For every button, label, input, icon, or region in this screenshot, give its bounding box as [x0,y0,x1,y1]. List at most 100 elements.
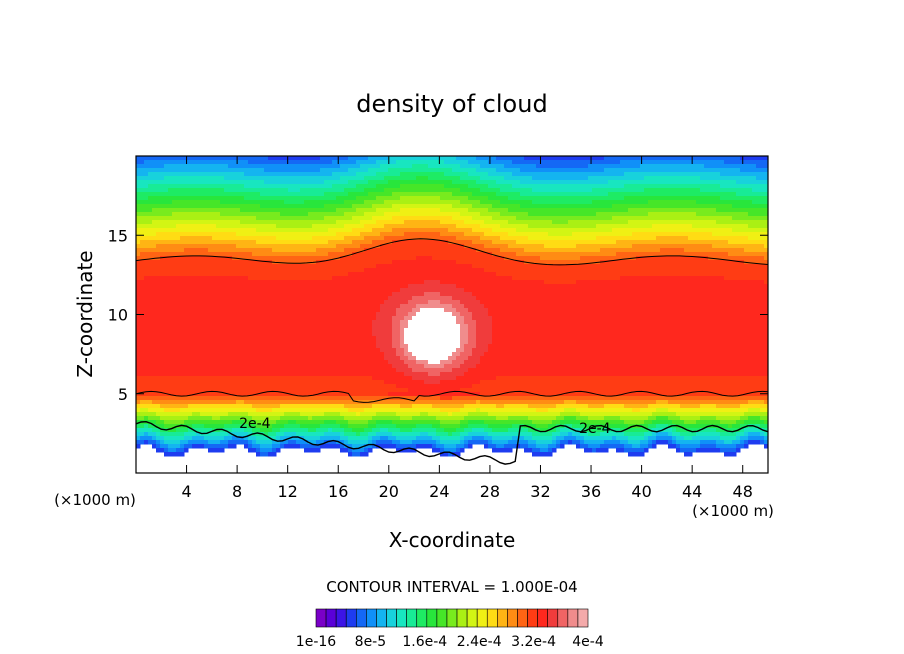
field-cell [336,260,341,265]
field-cell [408,256,413,261]
field-cell [344,268,349,273]
field-cell [308,176,313,181]
field-cell [248,204,253,209]
field-cell [332,156,337,161]
field-cell [244,240,249,245]
field-cell [564,172,569,177]
field-cell [360,260,365,265]
field-cell [136,200,141,205]
field-cell [612,248,617,253]
field-cell [484,196,489,201]
field-cell [372,264,377,269]
field-cell [164,188,169,193]
field-cell [568,196,573,201]
field-cell [424,188,429,193]
field-cell [220,160,225,165]
field-cell [332,220,337,225]
field-cell [612,172,617,177]
field-cell [292,240,297,245]
field-cell [500,256,505,261]
field-cell [376,184,381,189]
field-cell [256,176,261,181]
field-cell [336,212,341,217]
field-cell [248,224,253,229]
field-cell [700,264,705,269]
field-cell [536,220,541,225]
field-cell [160,272,165,277]
field-cell [220,184,225,189]
field-cell [664,188,669,193]
field-cell [260,260,265,265]
field-cell [676,260,681,265]
field-cell [456,272,461,277]
field-cell [532,236,537,241]
field-cell [548,160,553,165]
field-cell [460,224,465,229]
field-cell [288,176,293,181]
field-cell [344,216,349,221]
field-cell [620,276,625,281]
field-cell [276,184,281,189]
field-cell [436,208,441,213]
field-cell [332,160,337,165]
field-cell [612,224,617,229]
field-cell [336,220,341,225]
field-cell [284,180,289,185]
field-cell [400,264,405,269]
field-cell [316,196,321,201]
field-cell [536,232,541,237]
field-cell [680,204,685,209]
field-cell [736,196,741,201]
field-cell [376,176,381,181]
field-cell [348,160,353,165]
field-cell [600,248,605,253]
field-cell [708,212,713,217]
field-cell [396,212,401,217]
field-cell [720,176,725,181]
field-cell [724,204,729,209]
field-cell [660,228,665,233]
field-cell [716,244,721,249]
field-cell [156,172,161,177]
field-cell [616,252,621,257]
field-cell [564,200,569,205]
field-cell [696,188,701,193]
field-cell [204,232,209,237]
field-cell [724,216,729,221]
field-cell [576,228,581,233]
field-cell [540,232,545,237]
field-cell [556,164,561,169]
field-cell [348,188,353,193]
field-cell [144,268,149,273]
field-cell [684,168,689,173]
field-cell [340,276,345,281]
field-cell [708,224,713,229]
field-cell [528,248,533,253]
field-cell [356,168,361,173]
field-cell [348,276,353,281]
field-cell [216,164,221,169]
field-cell [180,172,185,177]
field-cell [228,228,233,233]
field-cell [716,232,721,237]
field-cell [440,280,445,285]
field-cell [172,164,177,169]
field-cell [428,272,433,277]
field-cell [748,192,753,197]
field-cell [520,220,525,225]
field-cell [764,216,768,221]
field-cell [464,280,469,285]
field-cell [296,248,301,253]
field-cell [160,260,165,265]
field-cell [168,188,173,193]
field-cell [556,264,561,269]
field-cell [568,216,573,221]
field-cell [416,164,421,169]
field-cell [408,268,413,273]
field-cell [696,264,701,269]
field-cell [140,156,145,161]
field-cell [688,212,693,217]
field-cell [328,216,333,221]
field-cell [248,156,253,161]
field-cell [184,248,189,253]
